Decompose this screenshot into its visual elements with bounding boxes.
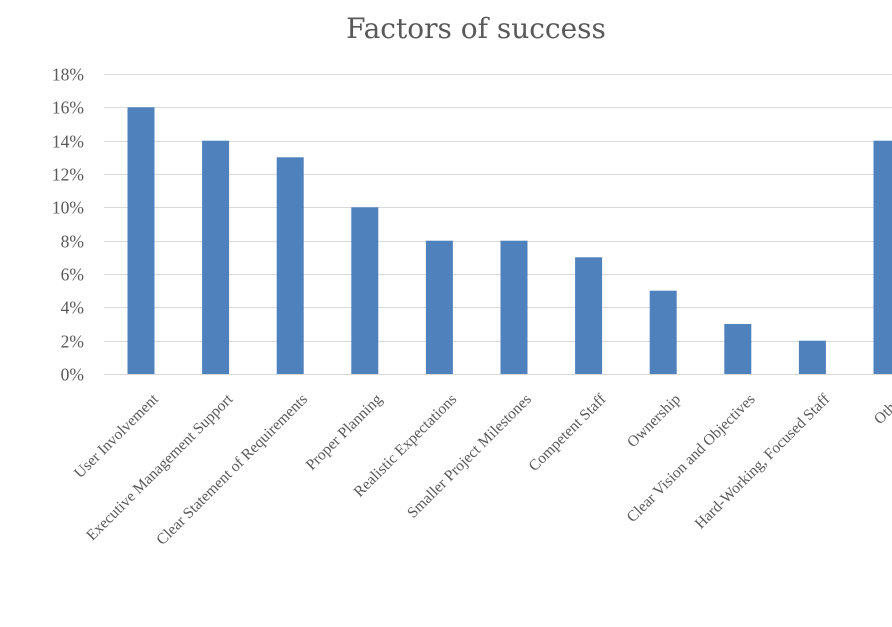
y-tick-label: 12% bbox=[52, 165, 84, 185]
y-tick-label: 6% bbox=[61, 265, 84, 285]
bar bbox=[127, 107, 155, 375]
bar bbox=[649, 290, 677, 374]
bar bbox=[575, 257, 603, 374]
gridlines bbox=[104, 74, 892, 375]
bar bbox=[873, 140, 892, 374]
bar bbox=[425, 240, 453, 374]
bar bbox=[202, 140, 230, 374]
y-tick-label: 0% bbox=[61, 365, 84, 385]
y-axis-tick-labels: 0% 2% 4% 6% 8% 10% 12% 14% 16% 18% bbox=[52, 65, 84, 385]
bar bbox=[724, 324, 752, 374]
y-tick-label: 2% bbox=[61, 332, 84, 352]
bar bbox=[500, 240, 528, 374]
bars bbox=[127, 107, 892, 375]
bar bbox=[276, 157, 304, 374]
y-tick-label: 14% bbox=[52, 132, 84, 152]
y-tick-label: 16% bbox=[52, 98, 84, 118]
y-tick-label: 8% bbox=[61, 232, 84, 252]
y-tick-label: 4% bbox=[61, 298, 84, 318]
chart-title: Factors of success bbox=[346, 12, 606, 45]
bar bbox=[351, 207, 379, 374]
y-tick-label: 10% bbox=[52, 198, 84, 218]
y-tick-label: 18% bbox=[52, 65, 84, 85]
bar bbox=[798, 340, 826, 374]
